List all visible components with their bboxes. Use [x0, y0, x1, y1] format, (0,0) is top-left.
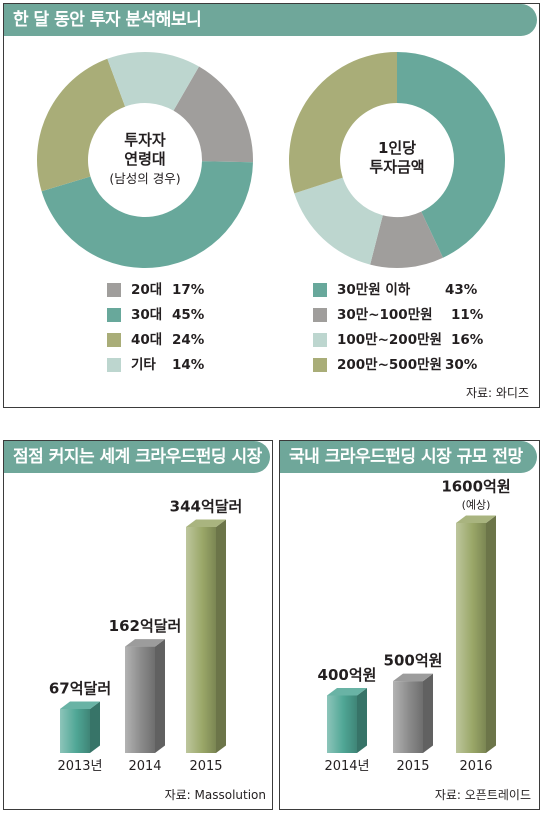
legend-value: 16%: [451, 332, 484, 348]
legend-swatch: [107, 308, 121, 322]
donut-slice: [288, 52, 397, 194]
legend-label: 40대: [131, 332, 163, 348]
bar-side: [155, 639, 165, 753]
legend-swatch: [107, 333, 121, 347]
x-tick-label: 2016: [459, 759, 492, 774]
legend-value: 24%: [172, 332, 205, 348]
bar-value-label: 1600억원: [441, 478, 510, 496]
bar: [186, 527, 216, 753]
legend-swatch: [107, 358, 121, 372]
donut-center-label-age: 투자자 연령대 (남성의 경우): [90, 131, 200, 188]
bar-value-label: 162억달러: [109, 617, 182, 635]
bar-chart-domestic: 400억원 2014년 500억원 2015 1600억원 (예상) 2016: [318, 478, 511, 775]
bar-top: [125, 639, 165, 647]
legend-label: 30만~100만원: [337, 307, 433, 323]
global-crowdfunding-panel: 점점 커지는 세계 크라우드펀딩 시장 67억달러 2013년 162억달러 2014…: [3, 440, 273, 810]
donut-center-line-1: 투자자: [124, 131, 166, 149]
donut-slice: [370, 211, 443, 268]
panel-title: 한 달 동안 투자 분석해보니: [4, 4, 537, 36]
legend-label: 기타: [131, 357, 156, 373]
legend-amount: 30만원 이하 43% 30만~100만원 11% 100만~200만원 16%…: [313, 280, 493, 380]
donut-slice: [36, 58, 126, 192]
panel-title: 국내 크라우드펀딩 시장 규모 전망: [280, 441, 537, 473]
source-note: 자료: Massolution: [164, 788, 266, 802]
legend-value: 45%: [172, 307, 205, 323]
x-tick-label: 2015: [189, 759, 222, 774]
donut-slice: [41, 161, 253, 268]
donut-slice: [173, 66, 254, 163]
legend-label: 100만~200만원: [337, 332, 442, 348]
donut-slice: [294, 177, 383, 265]
donut-chart-age: [36, 51, 505, 268]
bar-side: [357, 688, 367, 753]
bar-value-label: 67억달러: [49, 679, 111, 697]
legend-value: 30%: [445, 357, 478, 373]
source-note: 자료: 오픈트레이드: [434, 788, 531, 802]
bar-side: [90, 701, 100, 753]
legend-value: 11%: [451, 307, 484, 323]
bar-chart-global: 67억달러 2013년 162억달러 2014 344억달러 2015: [49, 498, 243, 775]
source-note: 자료: 와디즈: [465, 386, 529, 400]
bar-side: [423, 673, 433, 753]
donut-center-sub: (남성의 경우): [109, 171, 181, 186]
donut-center-line-2: 투자금액: [369, 158, 425, 176]
x-tick-label: 2015: [396, 759, 429, 774]
investment-analysis-panel: 한 달 동안 투자 분석해보니 투자자 연령대 (남성의 경우) 1인당 투자금…: [3, 3, 540, 408]
x-tick-label: 2014: [128, 759, 161, 774]
legend-label: 30대: [131, 307, 163, 323]
legend-value: 14%: [172, 357, 205, 373]
legend-age: 20대 17% 30대 45% 40대 24% 기타 14%: [107, 280, 217, 380]
legend-value: 17%: [172, 282, 205, 298]
legend-swatch: [313, 308, 327, 322]
legend-swatch: [313, 333, 327, 347]
bar-side: [486, 515, 496, 753]
bar-top: [186, 519, 226, 527]
bar-side: [216, 519, 226, 753]
donut-center-label-amount: 1인당 투자금액: [342, 139, 452, 177]
legend-label: 20대: [131, 282, 163, 298]
x-tick-label: 2014년: [324, 759, 369, 774]
donut-center-line-1: 1인당: [377, 139, 417, 157]
legend-swatch: [313, 358, 327, 372]
bar: [393, 681, 423, 753]
legend-value: 43%: [445, 282, 478, 298]
bar-value-label: 344억달러: [170, 498, 243, 516]
x-tick-label: 2013년: [57, 759, 102, 774]
donut-slice: [107, 51, 199, 111]
bar: [60, 708, 90, 753]
donut-slice: [397, 52, 505, 258]
legend-label: 30만원 이하: [337, 282, 411, 298]
bar-top: [60, 701, 100, 709]
bar: [456, 523, 486, 753]
bar-top: [393, 673, 433, 682]
donut-center-line-2: 연령대: [124, 150, 166, 168]
bar-value-label: 500억원: [384, 652, 443, 670]
legend-label: 200만~500만원: [337, 357, 442, 373]
domestic-crowdfunding-panel: 국내 크라우드펀딩 시장 규모 전망 400억원 2014년 500억원 2015 16…: [279, 440, 540, 810]
bar-value-label: 400억원: [318, 666, 377, 684]
legend-swatch: [313, 283, 327, 297]
bar-value-note: (예상): [462, 499, 491, 512]
bar-top: [456, 515, 496, 523]
legend-swatch: [107, 283, 121, 297]
bar-top: [327, 688, 367, 696]
panel-title: 점점 커지는 세계 크라우드펀딩 시장: [4, 441, 270, 473]
bar: [327, 695, 357, 753]
bar: [125, 646, 155, 753]
